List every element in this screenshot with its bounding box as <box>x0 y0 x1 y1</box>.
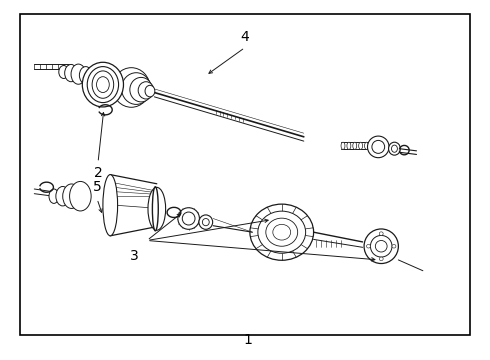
Ellipse shape <box>79 67 92 84</box>
Ellipse shape <box>63 184 80 208</box>
Ellipse shape <box>389 142 400 155</box>
Ellipse shape <box>266 218 297 246</box>
Ellipse shape <box>92 71 114 98</box>
Ellipse shape <box>182 212 195 225</box>
Ellipse shape <box>367 244 370 248</box>
Ellipse shape <box>56 186 70 206</box>
Ellipse shape <box>273 224 291 240</box>
Ellipse shape <box>379 257 383 261</box>
Ellipse shape <box>375 240 387 252</box>
Ellipse shape <box>103 175 118 236</box>
Ellipse shape <box>49 189 59 203</box>
Ellipse shape <box>145 85 155 97</box>
Text: 5: 5 <box>93 180 101 194</box>
Ellipse shape <box>152 187 158 231</box>
Ellipse shape <box>59 66 69 78</box>
Ellipse shape <box>87 69 97 83</box>
Ellipse shape <box>97 77 109 93</box>
Text: 4: 4 <box>241 30 249 44</box>
Ellipse shape <box>365 142 368 149</box>
Ellipse shape <box>65 64 77 82</box>
Ellipse shape <box>379 232 383 235</box>
Ellipse shape <box>250 204 314 260</box>
Text: 2: 2 <box>94 166 102 180</box>
Ellipse shape <box>392 145 397 152</box>
Ellipse shape <box>71 64 86 84</box>
Text: 1: 1 <box>243 333 252 347</box>
Ellipse shape <box>258 211 306 253</box>
Ellipse shape <box>148 188 166 230</box>
Ellipse shape <box>341 142 345 149</box>
Text: 3: 3 <box>130 249 139 264</box>
Ellipse shape <box>347 142 351 149</box>
Ellipse shape <box>368 136 389 158</box>
Ellipse shape <box>113 68 150 107</box>
Ellipse shape <box>372 140 385 153</box>
Ellipse shape <box>138 82 154 99</box>
Ellipse shape <box>82 62 123 107</box>
Ellipse shape <box>353 142 357 149</box>
Ellipse shape <box>87 67 119 103</box>
Ellipse shape <box>202 219 209 226</box>
Ellipse shape <box>392 244 396 248</box>
Ellipse shape <box>370 235 392 257</box>
Ellipse shape <box>359 142 363 149</box>
Ellipse shape <box>364 229 398 264</box>
Ellipse shape <box>199 215 213 229</box>
Ellipse shape <box>122 73 151 104</box>
Ellipse shape <box>130 77 152 102</box>
Bar <box>20 14 470 335</box>
Ellipse shape <box>70 181 91 211</box>
Ellipse shape <box>178 208 199 229</box>
